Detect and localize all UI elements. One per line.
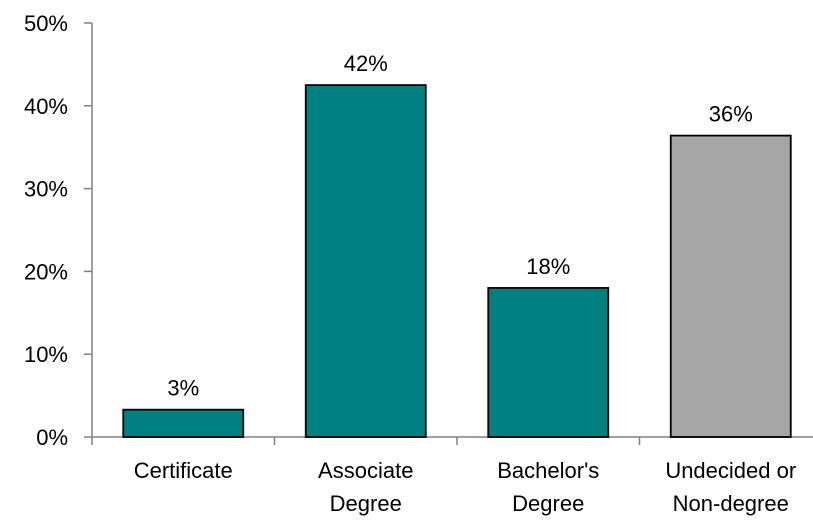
- category-label-2-0: Bachelor's: [497, 458, 599, 483]
- y-tick-label-1: 10%: [24, 342, 68, 367]
- y-tick-label-5: 50%: [24, 11, 68, 36]
- category-label-2-1: Degree: [512, 491, 584, 516]
- category-label-0-0: Certificate: [134, 458, 233, 483]
- bar-0: [122, 408, 245, 438]
- y-tick-label-3: 30%: [24, 177, 68, 202]
- category-label-1-0: Associate: [318, 458, 413, 483]
- y-tick-label-4: 40%: [24, 94, 68, 119]
- category-label-1-1: Degree: [330, 491, 402, 516]
- y-tick-label-2: 20%: [24, 259, 68, 284]
- bar-3: [669, 134, 792, 438]
- data-label-0: 3%: [167, 376, 199, 401]
- bar-1: [304, 84, 427, 438]
- y-tick-label-0: 0%: [36, 425, 68, 450]
- bar-2: [487, 287, 610, 438]
- data-label-2: 18%: [526, 254, 570, 279]
- category-label-3-0: Undecided or: [665, 458, 796, 483]
- data-label-3: 36%: [709, 102, 753, 127]
- data-label-1: 42%: [344, 51, 388, 76]
- category-label-3-1: Non-degree: [673, 491, 789, 516]
